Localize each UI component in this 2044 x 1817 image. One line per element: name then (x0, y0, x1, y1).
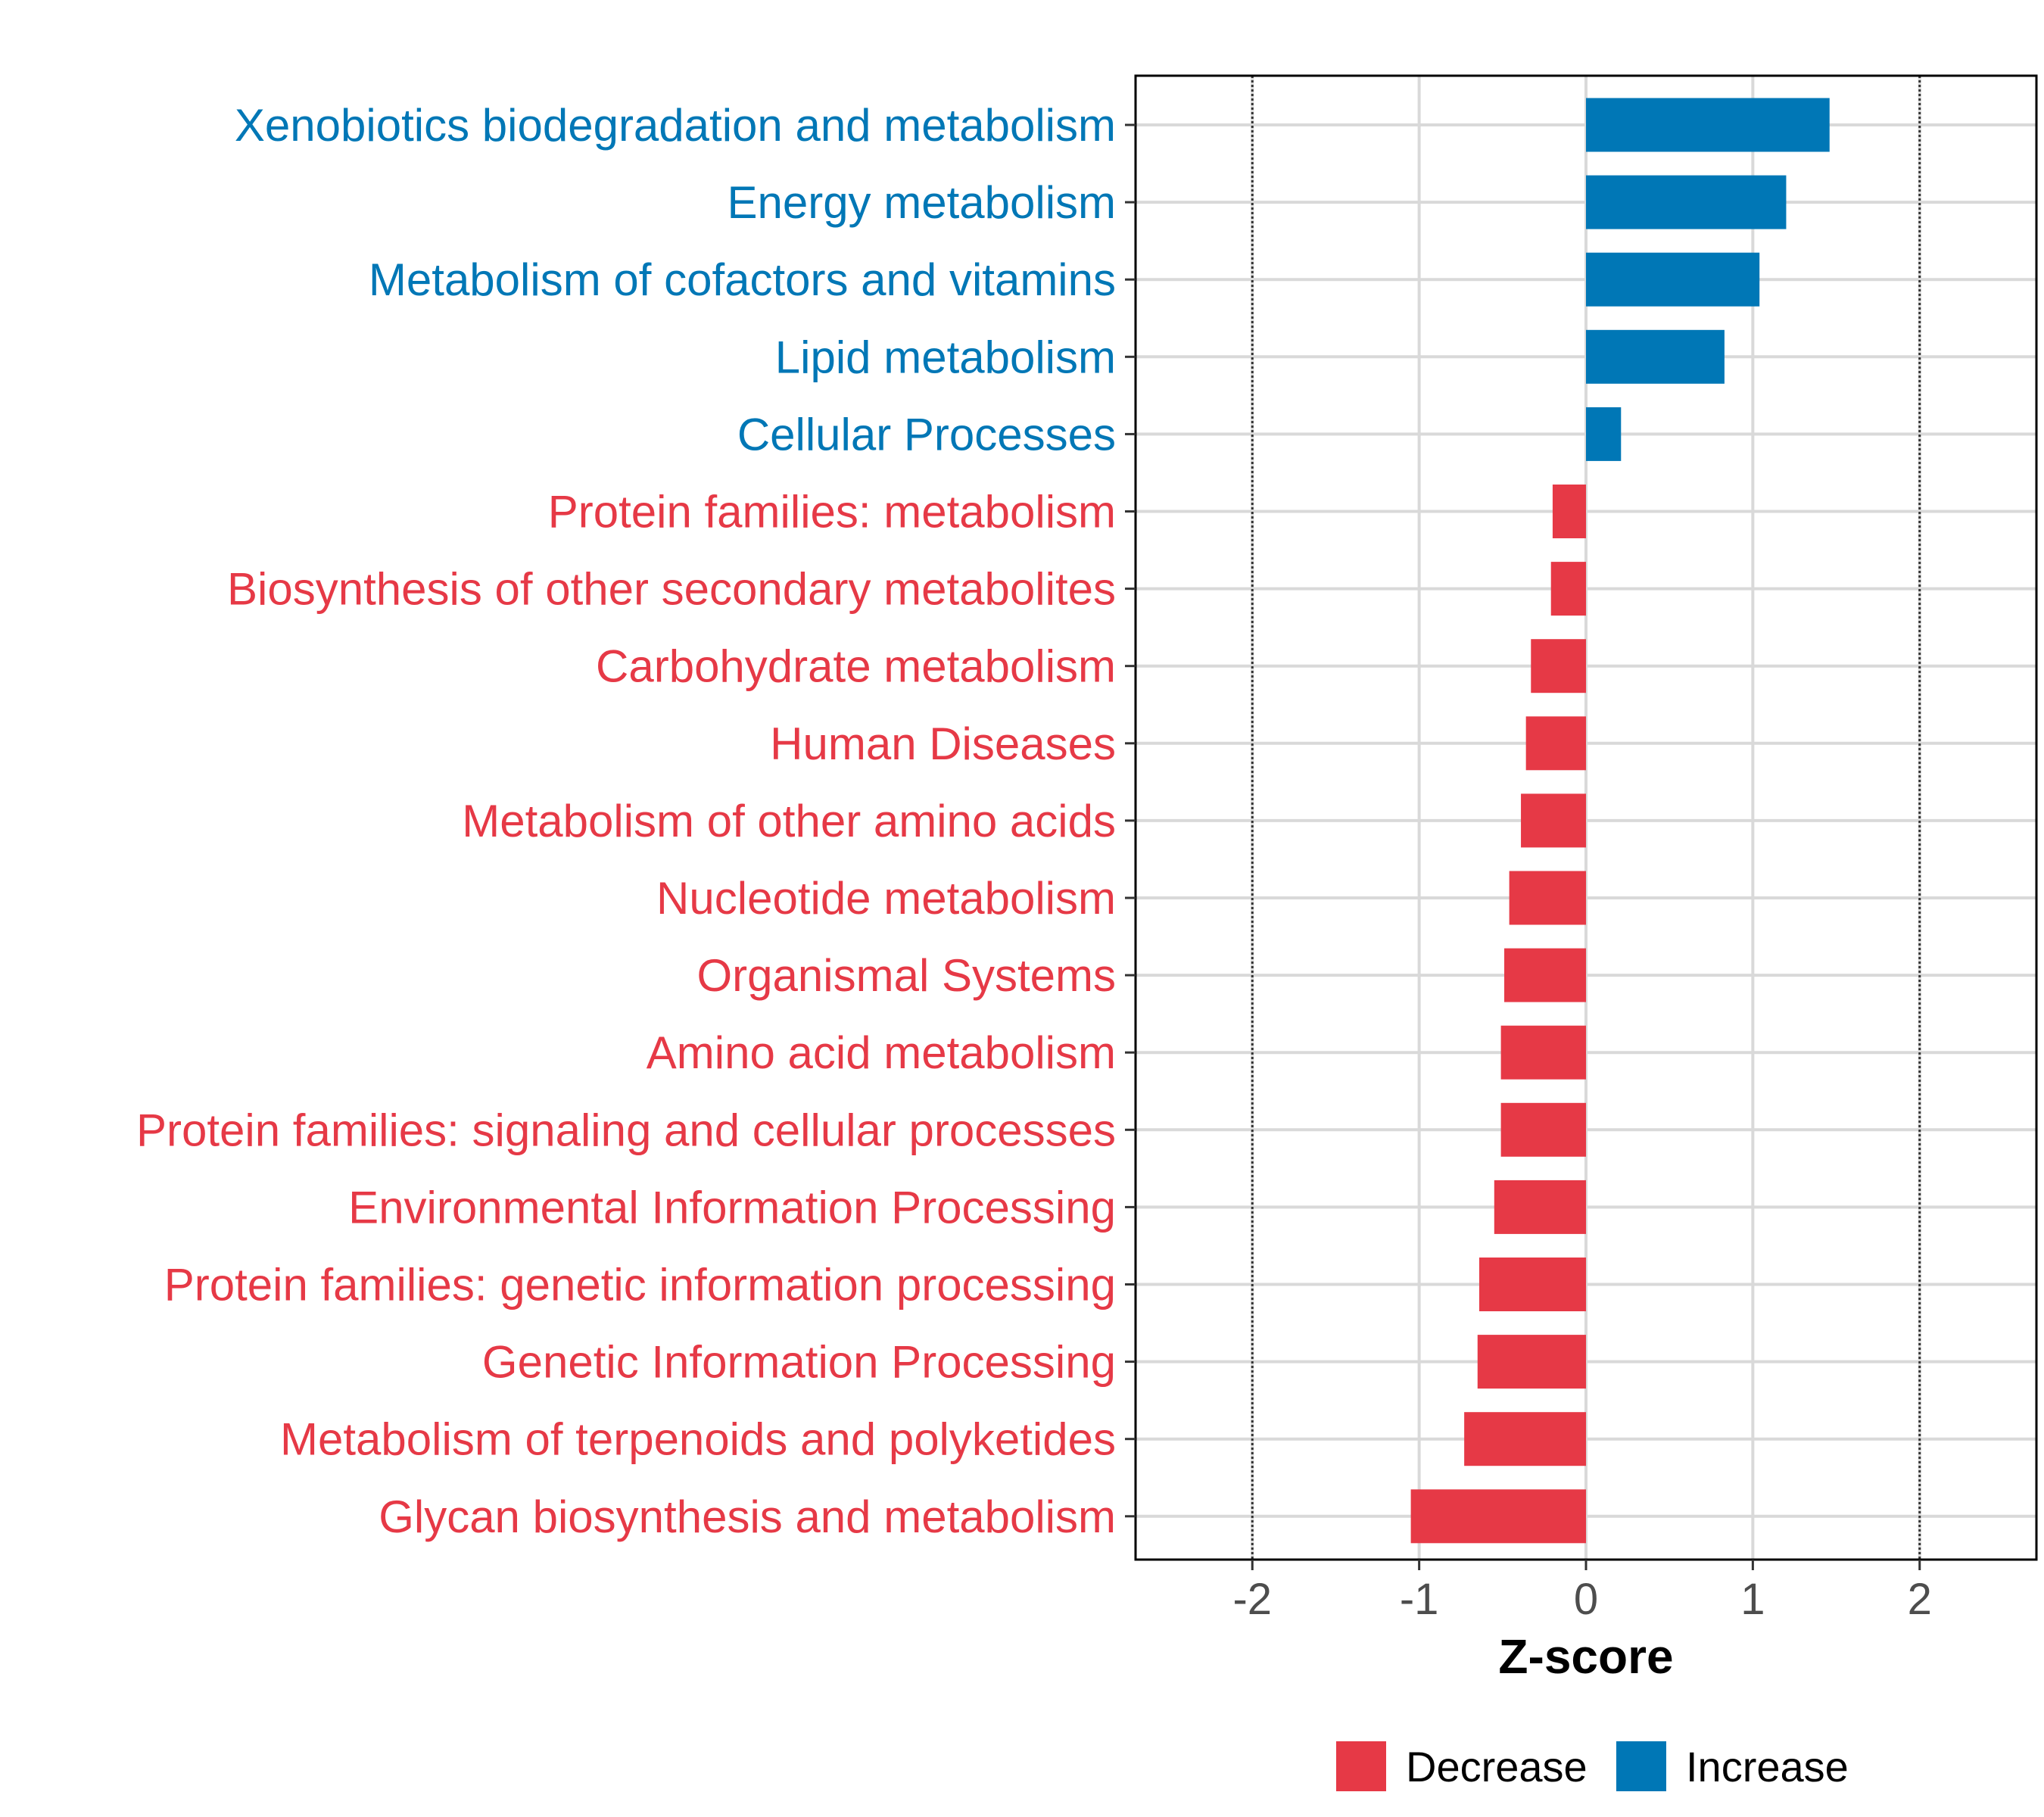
bar-19 (1410, 1489, 1586, 1544)
category-label: Metabolism of terpenoids and polyketides (280, 1414, 1116, 1465)
category-label: Organismal Systems (697, 950, 1116, 1001)
category-label: Protein families: metabolism (548, 487, 1116, 538)
category-label: Environmental Information Processing (348, 1182, 1116, 1233)
category-label: Human Diseases (770, 718, 1116, 769)
reference-lines (1251, 76, 1921, 1560)
bar-14 (1500, 1102, 1586, 1157)
bar-8 (1531, 639, 1586, 693)
legend: Decrease Increase (1336, 1741, 1849, 1791)
bar-2 (1586, 175, 1787, 229)
bar-11 (1509, 871, 1586, 925)
category-label: Nucleotide metabolism (656, 873, 1116, 924)
bar-5 (1586, 407, 1622, 461)
bar-13 (1500, 1025, 1586, 1080)
category-label: Metabolism of other amino acids (462, 796, 1116, 846)
bar-6 (1552, 485, 1586, 538)
legend-swatch-increase (1616, 1741, 1666, 1791)
bar-18 (1464, 1412, 1586, 1466)
category-label: Xenobiotics biodegradation and metabolis… (235, 100, 1116, 151)
bar-3 (1586, 252, 1760, 307)
axis-ticks: -2 -1 0 1 2 (1125, 123, 1932, 1624)
category-label: Energy metabolism (727, 177, 1116, 228)
category-label: Cellular Processes (737, 409, 1116, 460)
x-tick-label: -1 (1400, 1575, 1439, 1624)
x-axis-title: Z-score (1498, 1629, 1673, 1684)
category-label: Protein families: genetic information pr… (164, 1260, 1116, 1311)
category-label: Metabolism of cofactors and vitamins (369, 254, 1116, 305)
bars (1410, 98, 1830, 1544)
legend-label-increase: Increase (1686, 1743, 1849, 1791)
bar-1 (1586, 98, 1830, 152)
bar-17 (1477, 1335, 1586, 1389)
legend-swatch-decrease (1336, 1741, 1386, 1791)
x-tick-label: 0 (1574, 1575, 1598, 1624)
x-tick-label: 1 (1740, 1575, 1765, 1624)
bar-4 (1586, 329, 1725, 384)
category-label: Genetic Information Processing (482, 1337, 1116, 1388)
bar-9 (1525, 716, 1586, 771)
bar-16 (1478, 1258, 1586, 1311)
category-label: Glycan biosynthesis and metabolism (379, 1491, 1116, 1542)
category-label: Protein families: signaling and cellular… (136, 1105, 1116, 1155)
x-tick-label: -2 (1232, 1575, 1272, 1624)
category-label: Biosynthesis of other secondary metaboli… (227, 564, 1116, 615)
category-labels: Xenobiotics biodegradation and metabolis… (136, 100, 1116, 1542)
bar-10 (1521, 793, 1586, 848)
bar-15 (1494, 1180, 1586, 1234)
x-tick-label: 2 (1908, 1575, 1932, 1624)
legend-label-decrease: Decrease (1406, 1743, 1588, 1791)
category-label: Carbohydrate metabolism (596, 641, 1116, 692)
bar-12 (1504, 948, 1586, 1002)
category-label: Amino acid metabolism (647, 1027, 1116, 1078)
category-label: Lipid metabolism (775, 332, 1116, 382)
bar-7 (1550, 562, 1586, 616)
